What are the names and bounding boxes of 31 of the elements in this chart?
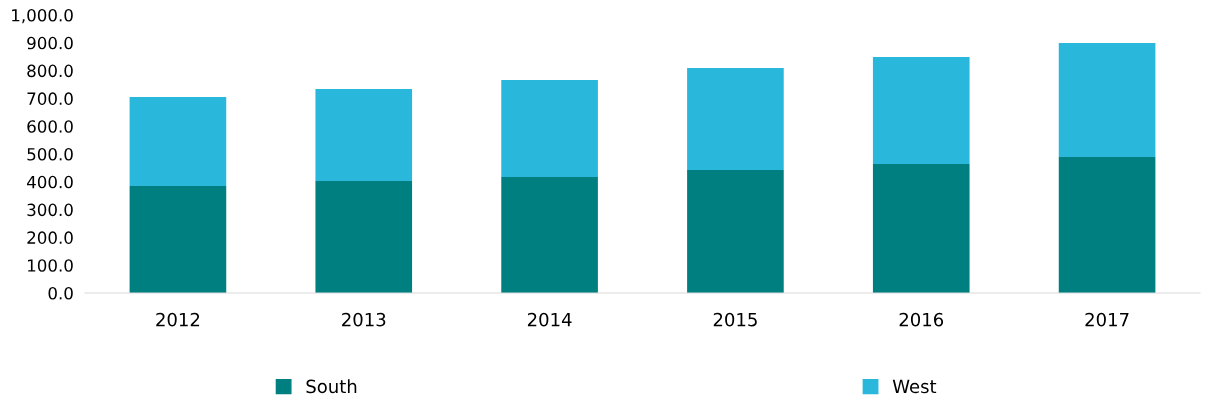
y-tick-label: 600.0 (27, 120, 73, 133)
bar (315, 180, 413, 293)
x-tick-label: 2014 (527, 312, 572, 327)
y-tick-label: 400.0 (26, 175, 73, 189)
x-tick-label: 2012 (156, 312, 200, 327)
x-tick-label: 2017 (1085, 312, 1129, 327)
bar (129, 185, 227, 293)
bar (872, 56, 970, 165)
y-tick-label: 500.0 (27, 147, 73, 161)
x-tick-label: 2016 (899, 312, 944, 327)
y-tick-label: 300.0 (27, 203, 73, 217)
legend-label: South (306, 379, 357, 394)
bar (872, 164, 970, 293)
bar (687, 68, 784, 171)
bar (1058, 43, 1156, 158)
legend-label: West (892, 379, 937, 394)
bar (315, 88, 413, 181)
y-tick-label: 0.0 (48, 286, 73, 300)
x-tick-label: 2015 (713, 312, 757, 327)
y-tick-label: 900.0 (27, 36, 73, 50)
y-tick-label: 700.0 (27, 92, 73, 105)
bar (501, 177, 598, 293)
y-tick-label: 1,000.0 (12, 8, 73, 24)
y-tick-label: 800.0 (27, 64, 73, 78)
bar (501, 80, 598, 178)
bar (687, 170, 784, 293)
x-tick-label: 2013 (342, 312, 386, 327)
bar (129, 97, 227, 186)
y-tick-label: 200.0 (27, 231, 73, 244)
bar (1058, 157, 1156, 293)
y-tick-label: 100.0 (28, 259, 73, 272)
